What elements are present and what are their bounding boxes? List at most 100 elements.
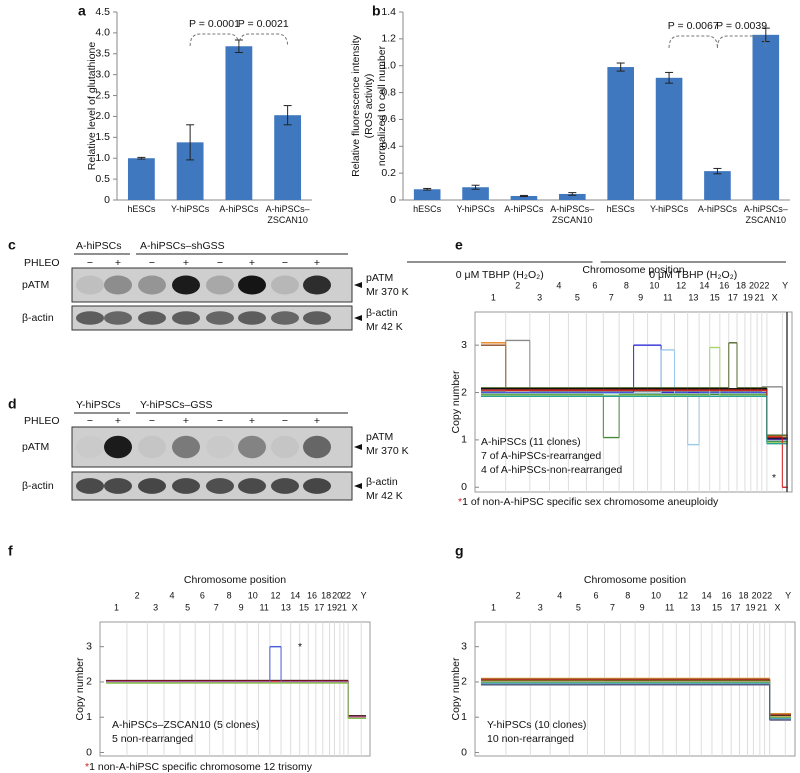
blot-band — [172, 311, 200, 325]
blot-band — [271, 311, 299, 325]
marker-text: Mr 370 K — [366, 445, 409, 457]
x-tick-label: 9 — [239, 602, 244, 612]
copy-number-line — [481, 683, 791, 721]
x-tick-label: 12 — [270, 590, 280, 600]
y-tick-label: 0.5 — [95, 173, 110, 185]
x-tick-label: 16 — [719, 280, 729, 290]
error-bar — [423, 187, 432, 191]
x-tick-label: A-hiPSCs–ZSCAN10 — [265, 204, 310, 225]
copy-number-line — [481, 349, 788, 446]
blot-band — [238, 275, 266, 295]
bar — [510, 195, 538, 200]
treatment-label: PHLEO — [24, 415, 60, 427]
x-tick-label: 14 — [702, 590, 712, 600]
lane-treatment: − — [217, 415, 223, 427]
panel-label: f — [8, 543, 13, 559]
lane-treatment: + — [115, 415, 121, 427]
x-tick-label-box: hESCs — [606, 204, 635, 214]
copy-number-line — [481, 684, 791, 721]
legend-text: Y-hiPSCs (10 clones) — [487, 719, 586, 731]
x-tick-label: 15 — [299, 602, 309, 612]
lane-treatment: − — [87, 257, 93, 269]
copy-number-line — [481, 395, 788, 445]
error-bar — [616, 62, 625, 72]
x-tick-label: 1 — [491, 292, 496, 302]
y-tick-label: 3 — [86, 640, 92, 652]
blot-band — [76, 275, 104, 295]
x-tick-label: hESCs — [606, 204, 635, 214]
error-bar — [519, 194, 528, 198]
x-tick-label-box: Y-hiPSCs — [171, 204, 209, 214]
blot-band — [138, 275, 166, 295]
y-axis-label: Copy number — [74, 657, 86, 721]
error-bar — [761, 27, 770, 43]
x-tick-label: 12 — [678, 590, 688, 600]
lane-treatment: + — [314, 415, 320, 427]
asterisk: * — [772, 472, 776, 484]
treatment-label: PHLEO — [24, 257, 60, 269]
x-tick-label: 15 — [710, 292, 720, 302]
lane-treatment: − — [149, 415, 155, 427]
y-tick-label: 1.2 — [381, 33, 396, 45]
panel-label: d — [8, 396, 17, 412]
y-tick-label: 4.5 — [95, 6, 110, 18]
bar — [752, 34, 780, 201]
copy-number-line — [481, 679, 791, 717]
x-tick-label: hESCs — [127, 204, 156, 214]
x-tick-label: 4 — [170, 590, 175, 600]
x-tick-label: 6 — [200, 590, 205, 600]
x-tick-label: Y-hiPSCs — [649, 204, 689, 214]
y-tick-label: 1.4 — [381, 6, 396, 18]
x-tick-label: 8 — [624, 280, 629, 290]
x-tick-label-box: A-hiPSCs–ZSCAN10 — [265, 204, 310, 225]
x-tick-label-box: Y-hiPSCs — [649, 204, 689, 214]
y-tick-label: 0.4 — [381, 140, 396, 152]
x-tick-label-box: hESCs — [127, 204, 156, 214]
x-tick-label: 6 — [592, 280, 597, 290]
x-tick-label: Y — [785, 590, 791, 600]
x-tick-label: 13 — [690, 602, 700, 612]
y-tick-label: 0.8 — [381, 86, 396, 98]
panel-label: b — [372, 3, 381, 19]
y-tick-label: 1 — [86, 711, 92, 723]
y-tick-label: 3 — [461, 640, 467, 652]
copy-number-line — [481, 393, 788, 443]
copy-number-line — [106, 680, 366, 718]
y-tick-label: 1 — [461, 434, 467, 446]
blot-band — [206, 478, 234, 494]
group-label: A-hiPSCs — [76, 240, 122, 252]
x-tick-label: 9 — [640, 602, 645, 612]
copy-number-line — [106, 681, 366, 719]
lane-treatment: + — [183, 415, 189, 427]
bar — [607, 67, 634, 200]
x-tick-label: 4 — [557, 590, 562, 600]
x-tick-label: 10 — [248, 590, 258, 600]
blot-band — [238, 311, 266, 325]
blot-band — [303, 311, 331, 325]
x-tick-label: 18 — [321, 590, 331, 600]
group-label: Y-hiPSCs–GSS — [140, 399, 213, 411]
footnote: *1 non-A-hiPSC specific chromosome 12 tr… — [85, 761, 313, 773]
x-tick-label: 21 — [754, 292, 764, 302]
marker-text: Mr 42 K — [366, 321, 403, 333]
lane-treatment: − — [217, 257, 223, 269]
bar — [274, 115, 302, 200]
lane-treatment: + — [249, 257, 255, 269]
x-tick-label: X — [774, 602, 780, 612]
x-tick-label: 18 — [736, 280, 746, 290]
error-bar — [713, 167, 722, 175]
x-tick-label: A-hiPSCs–ZSCAN10 — [550, 204, 595, 225]
blot-band — [138, 435, 166, 459]
y-tick-label: 0 — [104, 194, 110, 206]
comparison-bracket — [189, 33, 240, 47]
lane-treatment: + — [183, 257, 189, 269]
x-tick-label: 6 — [593, 590, 598, 600]
x-tick-label: Y — [361, 590, 367, 600]
y-tick-label: 1.5 — [95, 131, 110, 143]
copy-number-line — [481, 346, 788, 444]
x-tick-label: 16 — [722, 590, 732, 600]
error-bar — [471, 184, 480, 190]
bar — [655, 77, 683, 200]
copy-number-line — [106, 679, 366, 717]
error-bar — [568, 192, 577, 196]
